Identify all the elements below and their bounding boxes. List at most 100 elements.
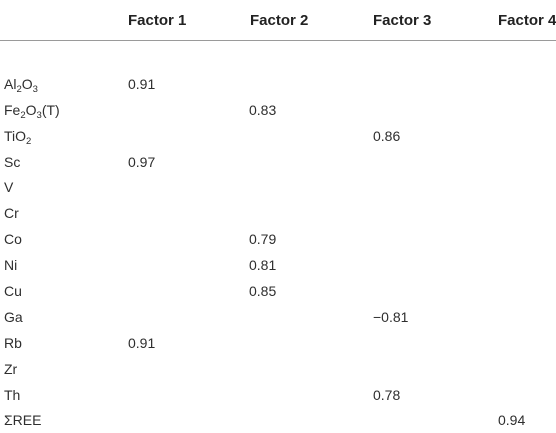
row-label: Sc: [4, 153, 21, 170]
row-label: Th: [4, 386, 21, 403]
cell-factor-3: [373, 407, 498, 433]
cell-factor-1: [128, 174, 249, 200]
label-part: Fe: [4, 101, 21, 118]
cell-factor-1: [128, 356, 249, 382]
cell-factor-3: 0.78: [373, 386, 401, 403]
table-row: ΣREE 0.94: [0, 407, 556, 433]
cell-factor-4: [498, 71, 556, 97]
row-label: Cu: [4, 282, 22, 299]
cell-factor-3: [373, 278, 498, 304]
cell-factor-4: [498, 304, 556, 330]
header-row: Factor 1 Factor 2 Factor 3 Factor 4: [0, 0, 556, 41]
cell-factor-2: [249, 304, 373, 330]
cell-factor-1: 0.91: [128, 334, 156, 351]
table-row: Ga −0.81: [0, 304, 556, 330]
cell-factor-3: −0.81: [373, 308, 409, 325]
cell-factor-1: 0.97: [128, 153, 156, 170]
table-row: Al2O3 0.91: [0, 71, 556, 97]
cell-factor-1: [128, 123, 249, 149]
subscript: 2: [26, 135, 32, 147]
cell-factor-1: [128, 226, 249, 252]
cell-factor-4: [498, 382, 556, 408]
row-label: Cr: [4, 205, 19, 222]
row-label: Ni: [4, 257, 18, 274]
table-row: Ni 0.81: [0, 252, 556, 278]
spacer-row: [0, 41, 556, 71]
cell-factor-4: [498, 356, 556, 382]
cell-factor-2: 0.83: [249, 101, 277, 118]
header-factor-4: Factor 4: [498, 0, 556, 41]
row-label: Ga: [4, 308, 23, 325]
cell-factor-4: [498, 174, 556, 200]
cell-factor-4: 0.94: [498, 412, 526, 429]
cell-factor-3: 0.86: [373, 127, 401, 144]
cell-factor-4: [498, 123, 556, 149]
cell-factor-4: [498, 330, 556, 356]
cell-factor-2: [249, 200, 373, 226]
table-row: Th 0.78: [0, 382, 556, 408]
header-factor-3: Factor 3: [373, 0, 498, 41]
cell-factor-4: [498, 149, 556, 175]
row-label: Fe2O3(T): [0, 97, 128, 123]
cell-factor-3: [373, 252, 498, 278]
label-part: Al: [4, 75, 17, 92]
subscript: 3: [32, 83, 38, 95]
row-label: Co: [4, 231, 22, 248]
cell-factor-4: [498, 226, 556, 252]
cell-factor-3: [373, 200, 498, 226]
table-row: Co 0.79: [0, 226, 556, 252]
cell-factor-1: [128, 382, 249, 408]
cell-factor-3: [373, 149, 498, 175]
cell-factor-2: [249, 330, 373, 356]
cell-factor-2: [249, 356, 373, 382]
cell-factor-2: 0.79: [249, 231, 277, 248]
table-row: Fe2O3(T) 0.83: [0, 97, 556, 123]
cell-factor-2: [249, 71, 373, 97]
subscript: 2: [16, 83, 22, 95]
label-part: (T): [41, 101, 60, 118]
cell-factor-1: [128, 252, 249, 278]
cell-factor-3: [373, 330, 498, 356]
subscript: 2: [20, 109, 26, 121]
header-factor-2: Factor 2: [249, 0, 373, 41]
label-part: O: [21, 75, 33, 92]
cell-factor-1: [128, 278, 249, 304]
cell-factor-3: [373, 356, 498, 382]
row-label: V: [4, 179, 14, 196]
cell-factor-2: [249, 123, 373, 149]
table-row: Cu 0.85: [0, 278, 556, 304]
cell-factor-2: [249, 174, 373, 200]
cell-factor-2: 0.85: [249, 282, 277, 299]
row-label: Rb: [4, 334, 22, 351]
cell-factor-2: [249, 382, 373, 408]
table-row: V: [0, 174, 556, 200]
table-row: Rb 0.91: [0, 330, 556, 356]
header-blank: [0, 0, 128, 41]
row-label: Zr: [4, 360, 18, 377]
cell-factor-3: [373, 174, 498, 200]
cell-factor-1: 0.91: [128, 75, 156, 92]
cell-factor-2: [249, 407, 373, 433]
row-label: Al2O3: [0, 71, 128, 97]
row-label: TiO2: [0, 123, 128, 149]
cell-factor-1: [128, 304, 249, 330]
cell-factor-3: [373, 71, 498, 97]
cell-factor-2: [249, 149, 373, 175]
table-row: Zr: [0, 356, 556, 382]
cell-factor-3: [373, 226, 498, 252]
cell-factor-2: 0.81: [249, 257, 277, 274]
table-row: Cr: [0, 200, 556, 226]
label-part: O: [25, 101, 37, 118]
cell-factor-3: [373, 97, 498, 123]
cell-factor-4: [498, 200, 556, 226]
cell-factor-1: [128, 97, 249, 123]
table-row: Sc 0.97: [0, 149, 556, 175]
cell-factor-4: [498, 97, 556, 123]
table-row: TiO2 0.86: [0, 123, 556, 149]
cell-factor-4: [498, 252, 556, 278]
label-part: TiO: [4, 127, 27, 144]
row-label: ΣREE: [4, 412, 42, 429]
cell-factor-1: [128, 200, 249, 226]
header-factor-1: Factor 1: [128, 0, 249, 41]
